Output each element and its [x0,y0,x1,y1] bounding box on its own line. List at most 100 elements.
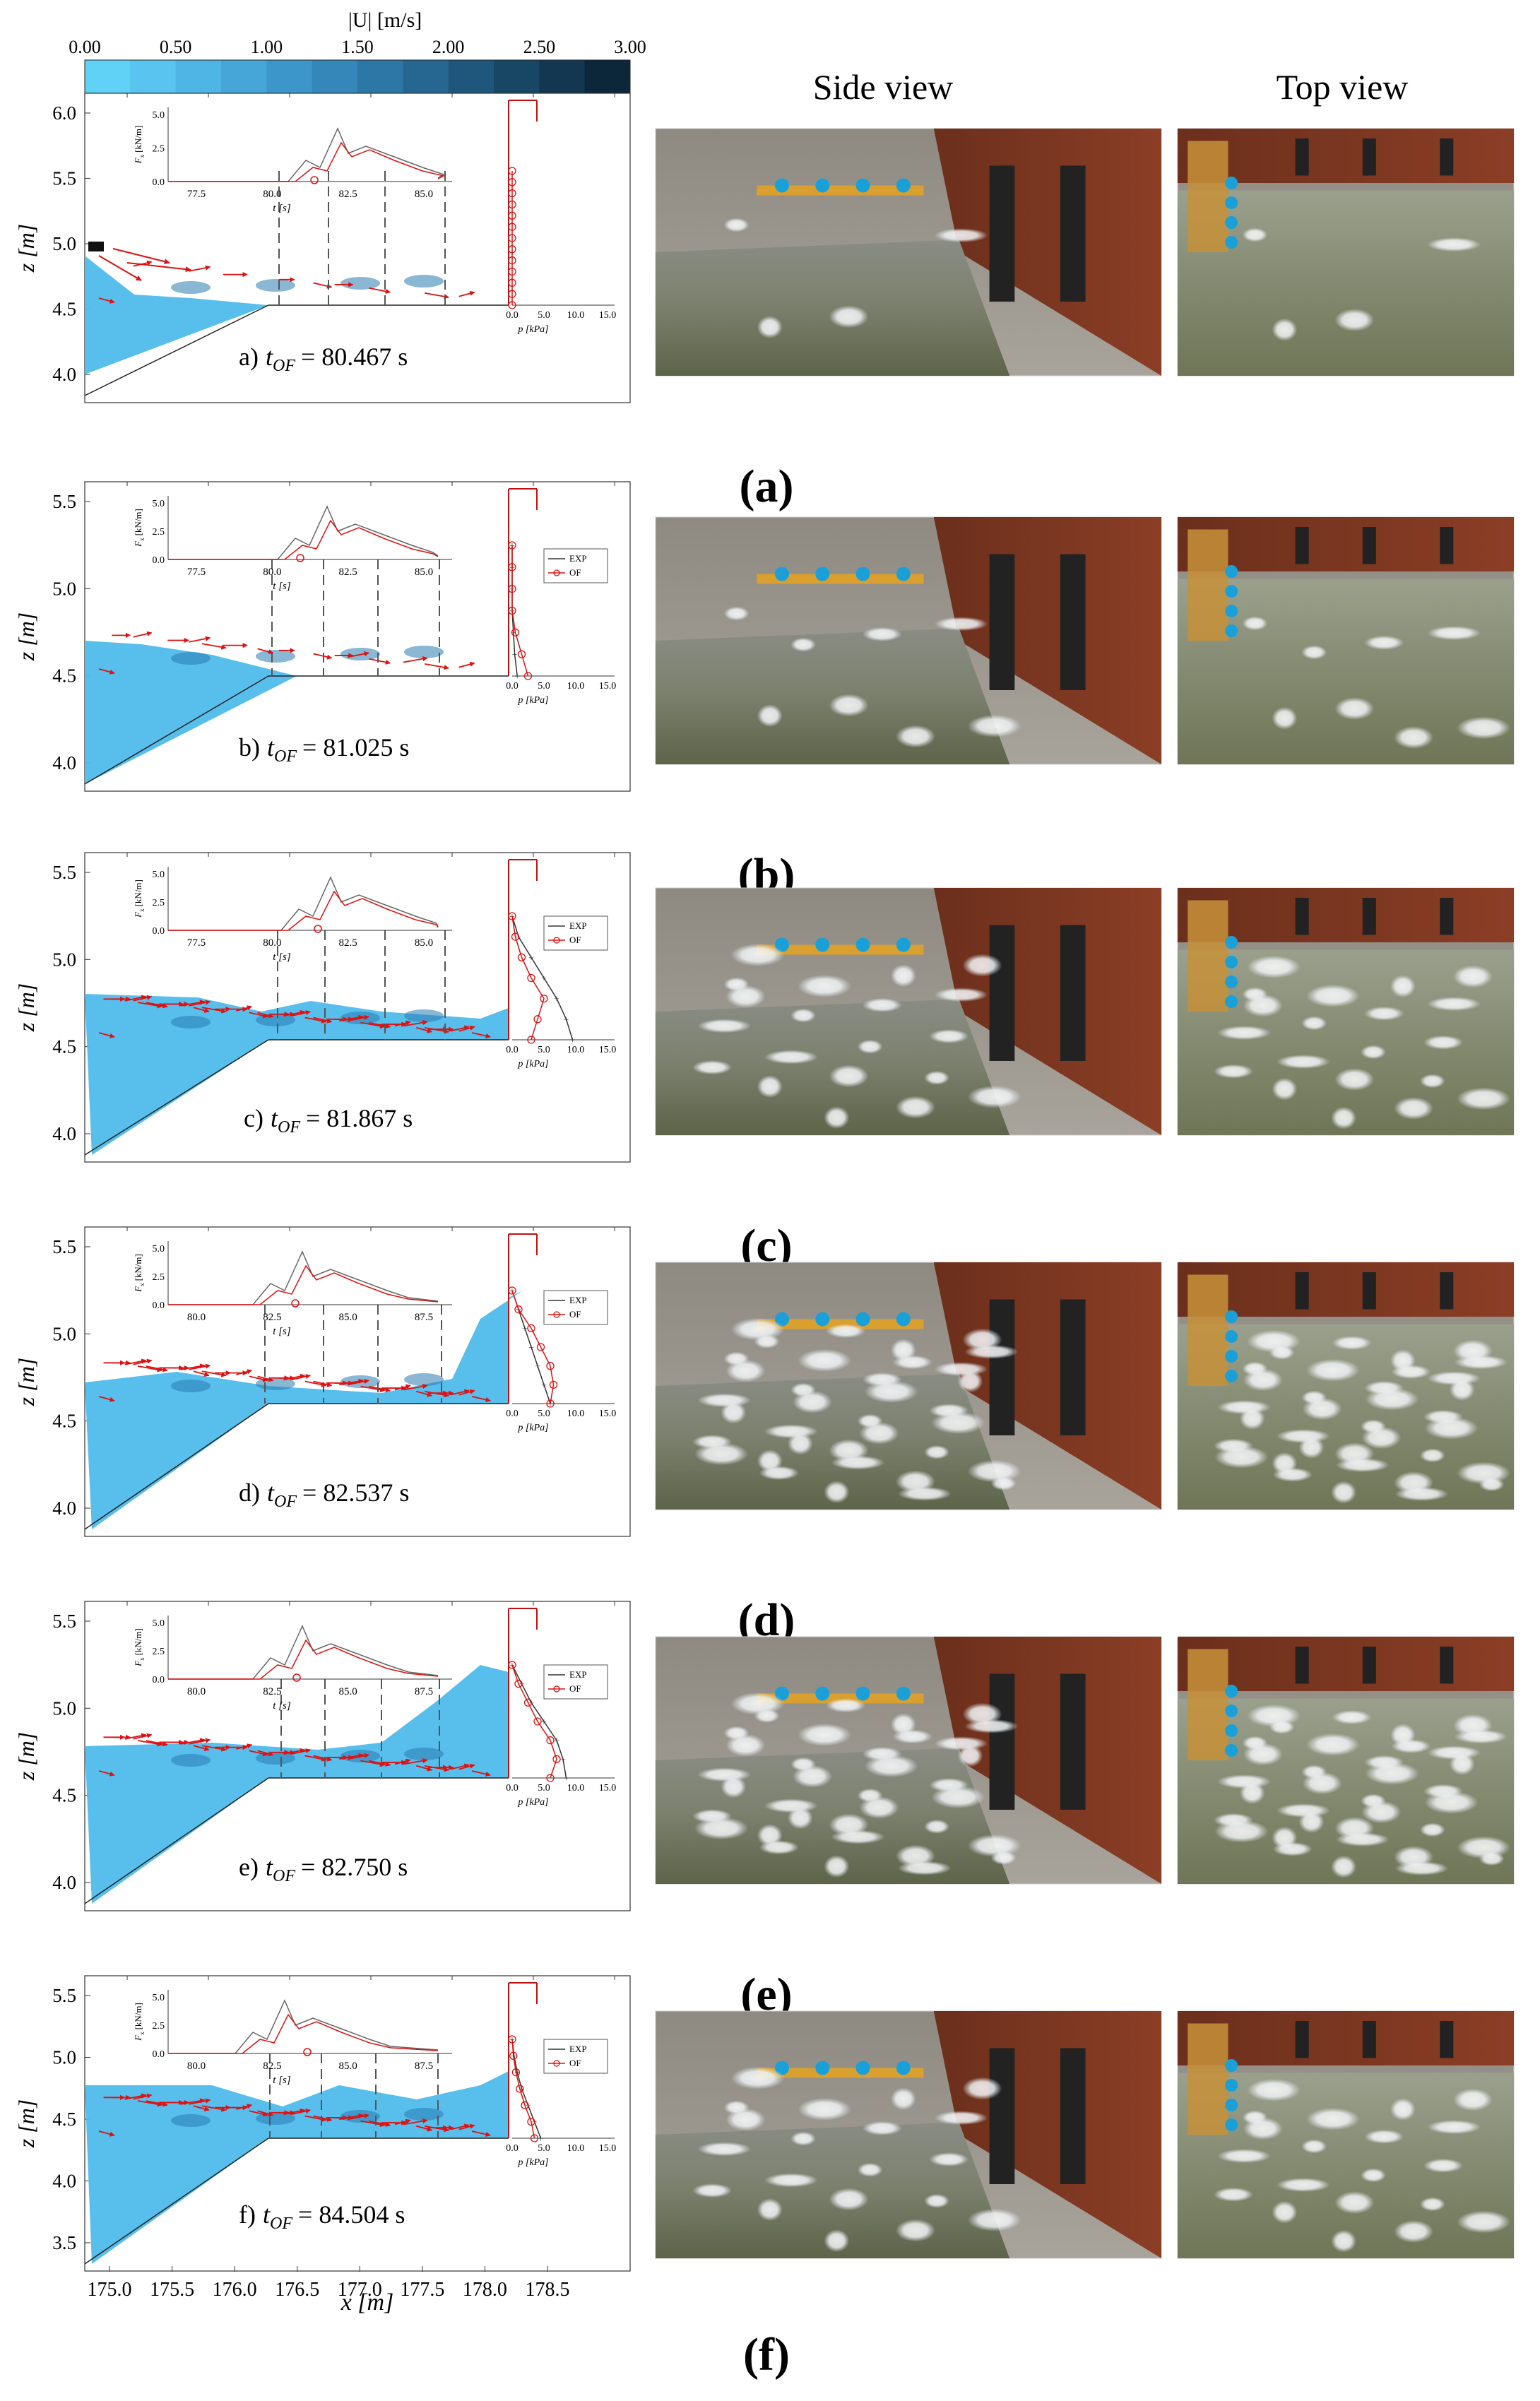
photo-slot [1440,1272,1454,1310]
colorbar-cell [403,60,449,97]
photo-foam [1394,726,1434,749]
legend-exp-label: EXP [569,553,587,564]
top-view-photo-c [1177,887,1515,1136]
photo-foam [757,316,783,339]
water-surface [85,641,297,784]
force-exp-series [168,1999,439,2054]
photo-foam [692,2183,733,2198]
velocity-patch [171,281,211,294]
photo-foam [1239,1407,1265,1430]
photo-foam [890,2087,916,2111]
panel-f: 5.5 5.0 4.5 4.0 3.5 z [m] 0.0 2.5 5.0 Fx [kN/m] 80.… [13,1975,1515,2381]
photo-slot [1295,898,1309,935]
z-tick-label: 4.0 [52,364,76,385]
photo-foam [829,305,869,328]
photo-foam [1302,1772,1342,1795]
velocity-arrow [347,1753,369,1760]
pressure-exp-profile-point: + [538,2134,544,2145]
photo-foam [721,1775,747,1798]
force-xlabel: t [s] [273,1700,291,1712]
pressure-exp-profile-point: + [512,650,518,660]
velocity-patch [340,277,380,290]
velocity-arrow [189,265,211,272]
photo-foam [1243,994,1283,1017]
velocity-arrow [236,1743,253,1750]
pressure-tick-label: 10.0 [567,2143,585,2154]
photo-slot [1440,527,1454,564]
photo-gauge-frame [757,185,924,196]
pressure-tick-label: 15.0 [599,1045,617,1055]
legend-of-label: OF [569,1683,581,1694]
velocity-arrow [133,631,153,638]
velocity-arrow [471,1396,491,1403]
photo-sensor [855,1686,870,1701]
force-ylabel-symbol: F [133,2034,143,2041]
colorbar-cell [130,60,177,97]
x-tick-label: 176.0 [213,2279,257,2301]
force-ytick-label: 5.0 [153,499,165,509]
photo-sensor [1225,565,1238,578]
photo-foam [754,1709,780,1723]
photo-foam [787,1806,813,1830]
velocity-arrow [283,1748,306,1755]
force-xtick-label: 80.0 [263,937,281,949]
time-symbol-sub: OF [274,1493,297,1511]
pressure-of-profile-point [517,650,526,658]
time-symbol-t: t [263,2200,271,2229]
force-xtick-label: 80.0 [187,1312,206,1323]
photo-foam [1305,1358,1360,1382]
pressure-of-profile-point [508,167,516,175]
beach-slope [84,304,269,396]
legend-exp-label: EXP [569,920,587,931]
photo-foam [897,1861,952,1875]
colorbar-title: |U| [m/s] [348,8,422,32]
photo-sensor [815,2061,830,2075]
force-ylabel-unit: [kN/m] [133,126,143,153]
force-ytick-label: 2.5 [153,1272,165,1283]
photo-foam [1302,1397,1342,1421]
photo-gauge-frame [1187,900,1228,1012]
force-ytick-label: 2.5 [153,527,165,538]
photo-sensor [775,178,789,193]
photo-slot [1362,2021,1376,2058]
force-ylabel: Fx[kN/m] [133,509,146,547]
photo-foam [824,1106,850,1130]
velocity-arrow [249,1012,268,1019]
pressure-of-profile-point [508,606,516,615]
photo-foam [1332,1336,1372,1351]
photo-foam [759,1840,799,1855]
force-ylabel: Fx[kN/m] [133,126,146,165]
force-xtick-label: 80.0 [263,567,281,578]
pressure-tick-label: 15.0 [599,1409,617,1419]
side-view-photo-d [655,1262,1162,1510]
x-tick-label: 177.5 [400,2279,444,2301]
photo-foam [1214,1445,1269,1469]
velocity-arrow [369,287,391,294]
pressure-exp-profile-point: + [519,2085,525,2095]
velocity-arrow [193,1370,210,1377]
photo-foam [1419,1448,1445,1463]
photo-foam [957,1370,983,1393]
time-symbol-t: t [266,343,273,371]
force-ytick-label: 5.0 [153,1244,165,1255]
photo-foam [824,2229,850,2253]
velocity-patch [171,1754,211,1767]
z-tick-label: 5.5 [52,1985,76,2006]
photo-foam [1364,635,1404,650]
velocity-arrow [347,1015,369,1022]
photo-foam [890,964,916,988]
photo-foam [962,954,1002,977]
velocity-arrow [283,2108,306,2115]
pressure-of-profile-point [517,953,526,961]
legend-box [543,1664,608,1700]
photo-foam [934,617,988,632]
pressure-exp-profile-point: + [560,1755,566,1765]
force-ytick-label: 0.0 [153,1300,165,1311]
pressure-tick-label: 5.0 [538,1783,550,1794]
side-view-photo-f [655,2010,1162,2259]
force-exp-series [168,505,439,560]
photo-foam [1298,1810,1325,1833]
z-tick-label: 4.0 [52,1123,76,1144]
photo-foam [1427,626,1481,641]
photo-foam [694,1817,749,1840]
